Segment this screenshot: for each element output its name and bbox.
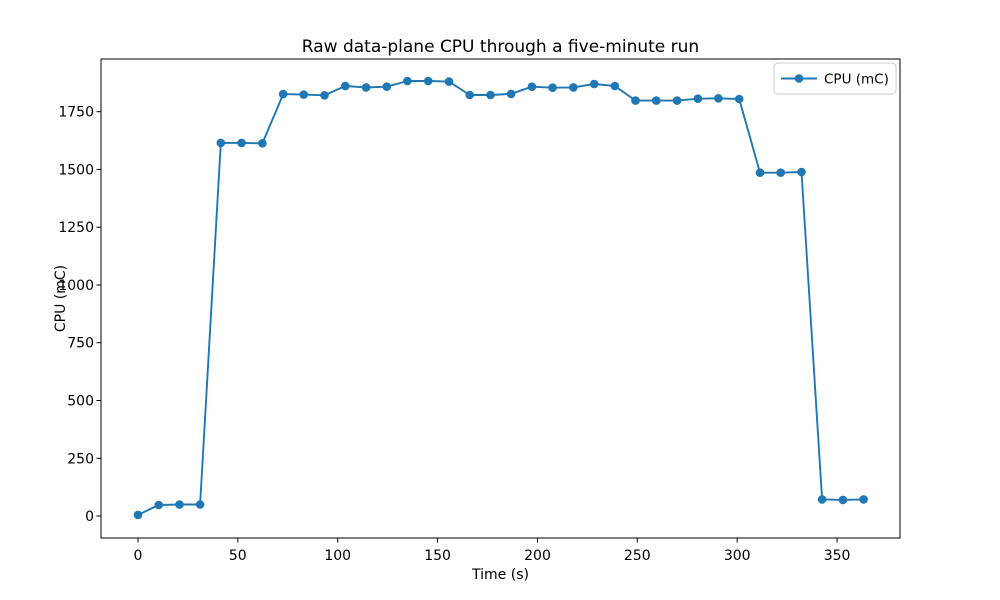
legend-entry-label: CPU (mC) <box>824 72 889 88</box>
data-point-marker <box>631 96 640 105</box>
cpu-series-line <box>137 80 864 516</box>
y-tick-label: 250 <box>67 451 94 467</box>
data-point-marker <box>838 495 848 505</box>
data-point-marker <box>486 90 495 100</box>
y-tick-label: 750 <box>67 336 94 352</box>
data-point-marker <box>278 89 288 99</box>
data-point-marker <box>299 90 309 99</box>
plot-area: 0 50 100 150 200 250 300 350 0 250 500 750 1000 1250 1… <box>58 58 901 564</box>
data-point-marker <box>237 138 246 148</box>
data-point-marker <box>423 76 433 86</box>
y-tick-label: 0 <box>85 509 94 525</box>
x-tick-label: 250 <box>624 548 651 564</box>
data-point-marker <box>175 500 184 509</box>
x-tick-label: 0 <box>134 548 143 564</box>
data-point-marker <box>589 79 599 89</box>
data-point-marker <box>361 83 371 92</box>
data-point-marker <box>652 96 661 105</box>
legend-box <box>773 62 897 95</box>
data-point-marker <box>506 89 516 99</box>
y-tick-label: 1250 <box>58 220 94 236</box>
data-point-marker <box>797 167 806 177</box>
data-point-marker <box>444 77 454 86</box>
data-point-marker <box>403 76 412 86</box>
x-tick-label: 50 <box>229 548 247 564</box>
chart-title: Raw data-plane CPU through a five-minute… <box>302 37 699 57</box>
x-axis-label: Time (s) <box>471 567 529 583</box>
data-point-marker <box>320 91 329 100</box>
x-tick-label: 200 <box>524 548 551 564</box>
y-tick-label: 1000 <box>58 278 94 294</box>
x-tick-label: 350 <box>824 548 851 564</box>
data-point-marker <box>693 94 703 103</box>
data-point-marker <box>195 500 205 509</box>
y-tick-label: 1750 <box>58 105 94 121</box>
data-point-marker <box>527 82 537 91</box>
data-point-marker <box>755 168 765 177</box>
data-point-marker <box>216 138 226 148</box>
data-point-marker <box>859 495 868 504</box>
plot-border <box>100 58 901 539</box>
legend-marker-sample <box>794 74 804 83</box>
data-point-marker <box>569 83 578 92</box>
data-point-marker <box>258 139 267 148</box>
data-point-marker <box>714 94 723 103</box>
data-point-marker <box>382 82 392 91</box>
data-point-marker <box>154 500 163 510</box>
data-point-marker <box>776 168 785 177</box>
y-tick-label: 1500 <box>58 162 94 178</box>
data-point-marker <box>133 510 143 520</box>
x-tick-label: 300 <box>724 548 751 564</box>
data-point-marker <box>817 495 827 504</box>
data-point-marker <box>734 94 744 104</box>
data-point-marker <box>672 96 682 105</box>
legend: CPU (mC) <box>773 62 897 95</box>
y-axis-label: CPU (mC) <box>53 265 69 332</box>
data-point-marker <box>548 83 557 92</box>
data-point-marker <box>610 81 620 91</box>
data-point-marker <box>341 81 350 91</box>
x-tick-label: 100 <box>324 548 351 564</box>
data-point-marker <box>465 90 475 100</box>
x-tick-label: 150 <box>424 548 451 564</box>
y-tick-label: 500 <box>67 394 94 410</box>
